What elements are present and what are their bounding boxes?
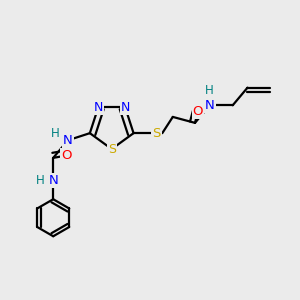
- Text: H: H: [36, 174, 45, 187]
- Text: H: H: [51, 128, 60, 140]
- Text: H: H: [206, 84, 214, 98]
- Text: S: S: [108, 142, 116, 155]
- Text: N: N: [205, 99, 214, 112]
- Text: O: O: [193, 105, 203, 118]
- Text: N: N: [121, 101, 130, 114]
- Text: N: N: [63, 134, 73, 147]
- Text: N: N: [94, 101, 103, 114]
- Text: N: N: [48, 174, 58, 187]
- Text: S: S: [152, 127, 161, 140]
- Text: O: O: [61, 149, 72, 162]
